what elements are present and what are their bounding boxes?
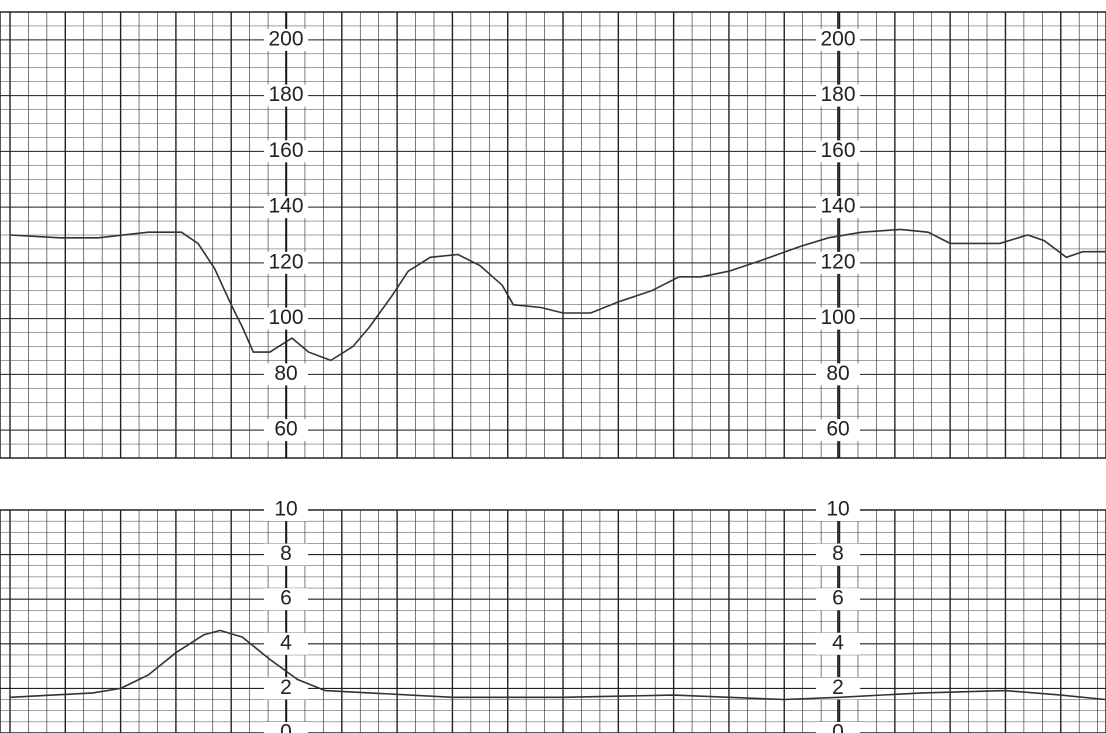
tick-label-bg xyxy=(264,722,308,733)
tick-label-bg xyxy=(264,677,308,700)
y-tick-label: 100 xyxy=(268,306,303,329)
y-tick-label: 6 xyxy=(832,587,844,610)
y-tick-label: 120 xyxy=(820,250,855,273)
y-tick-label: 60 xyxy=(826,418,849,441)
y-tick-label: 100 xyxy=(820,306,855,329)
y-tick-label: 10 xyxy=(826,498,849,521)
y-tick-label: 4 xyxy=(832,631,844,654)
tick-label-bg xyxy=(264,251,308,274)
y-tick-label: 140 xyxy=(820,195,855,218)
tick-label-bg xyxy=(816,722,860,733)
y-tick-label: 120 xyxy=(268,250,303,273)
tick-label-bg xyxy=(264,419,308,442)
y-tick-label: 0 xyxy=(832,721,844,733)
y-tick-label: 200 xyxy=(268,27,303,50)
tick-label-bg xyxy=(816,419,860,442)
tick-label-bg xyxy=(816,588,860,611)
tick-label-bg xyxy=(816,28,860,51)
tick-label-bg xyxy=(264,307,308,330)
y-tick-label: 60 xyxy=(274,418,297,441)
tick-label-bg xyxy=(816,363,860,386)
y-tick-label: 8 xyxy=(280,542,292,565)
tick-label-bg xyxy=(264,543,308,566)
tick-label-bg xyxy=(264,588,308,611)
tick-label-bg xyxy=(816,543,860,566)
tick-label-bg xyxy=(816,307,860,330)
tick-label-bg xyxy=(816,196,860,219)
y-tick-label: 140 xyxy=(268,195,303,218)
tick-label-bg xyxy=(816,251,860,274)
trace-line xyxy=(9,629,1106,701)
y-tick-label: 160 xyxy=(268,139,303,162)
tick-label-bg xyxy=(816,632,860,655)
y-tick-label: 200 xyxy=(820,27,855,50)
y-tick-label: 160 xyxy=(820,139,855,162)
trace-line xyxy=(9,228,1105,362)
y-tick-label: 2 xyxy=(280,676,292,699)
tick-label-bg xyxy=(816,677,860,700)
tick-label-bg xyxy=(264,28,308,51)
tick-label-bg xyxy=(816,140,860,163)
y-tick-label: 80 xyxy=(274,362,297,385)
y-tick-label: 80 xyxy=(826,362,849,385)
y-tick-label: 0 xyxy=(280,721,292,733)
tick-label-bg xyxy=(816,499,860,521)
y-tick-label: 180 xyxy=(820,83,855,106)
y-tick-label: 2 xyxy=(832,676,844,699)
tick-label-bg xyxy=(264,499,308,521)
y-tick-label: 10 xyxy=(274,498,297,521)
y-tick-label: 4 xyxy=(280,631,292,654)
y-tick-label: 8 xyxy=(832,542,844,565)
tick-label-bg xyxy=(264,363,308,386)
y-tick-label: 6 xyxy=(280,587,292,610)
tick-label-bg xyxy=(264,140,308,163)
tick-label-bg xyxy=(816,84,860,107)
tick-label-bg xyxy=(264,196,308,219)
y-tick-label: 180 xyxy=(268,83,303,106)
tick-label-bg xyxy=(264,632,308,655)
tick-label-bg xyxy=(264,84,308,107)
